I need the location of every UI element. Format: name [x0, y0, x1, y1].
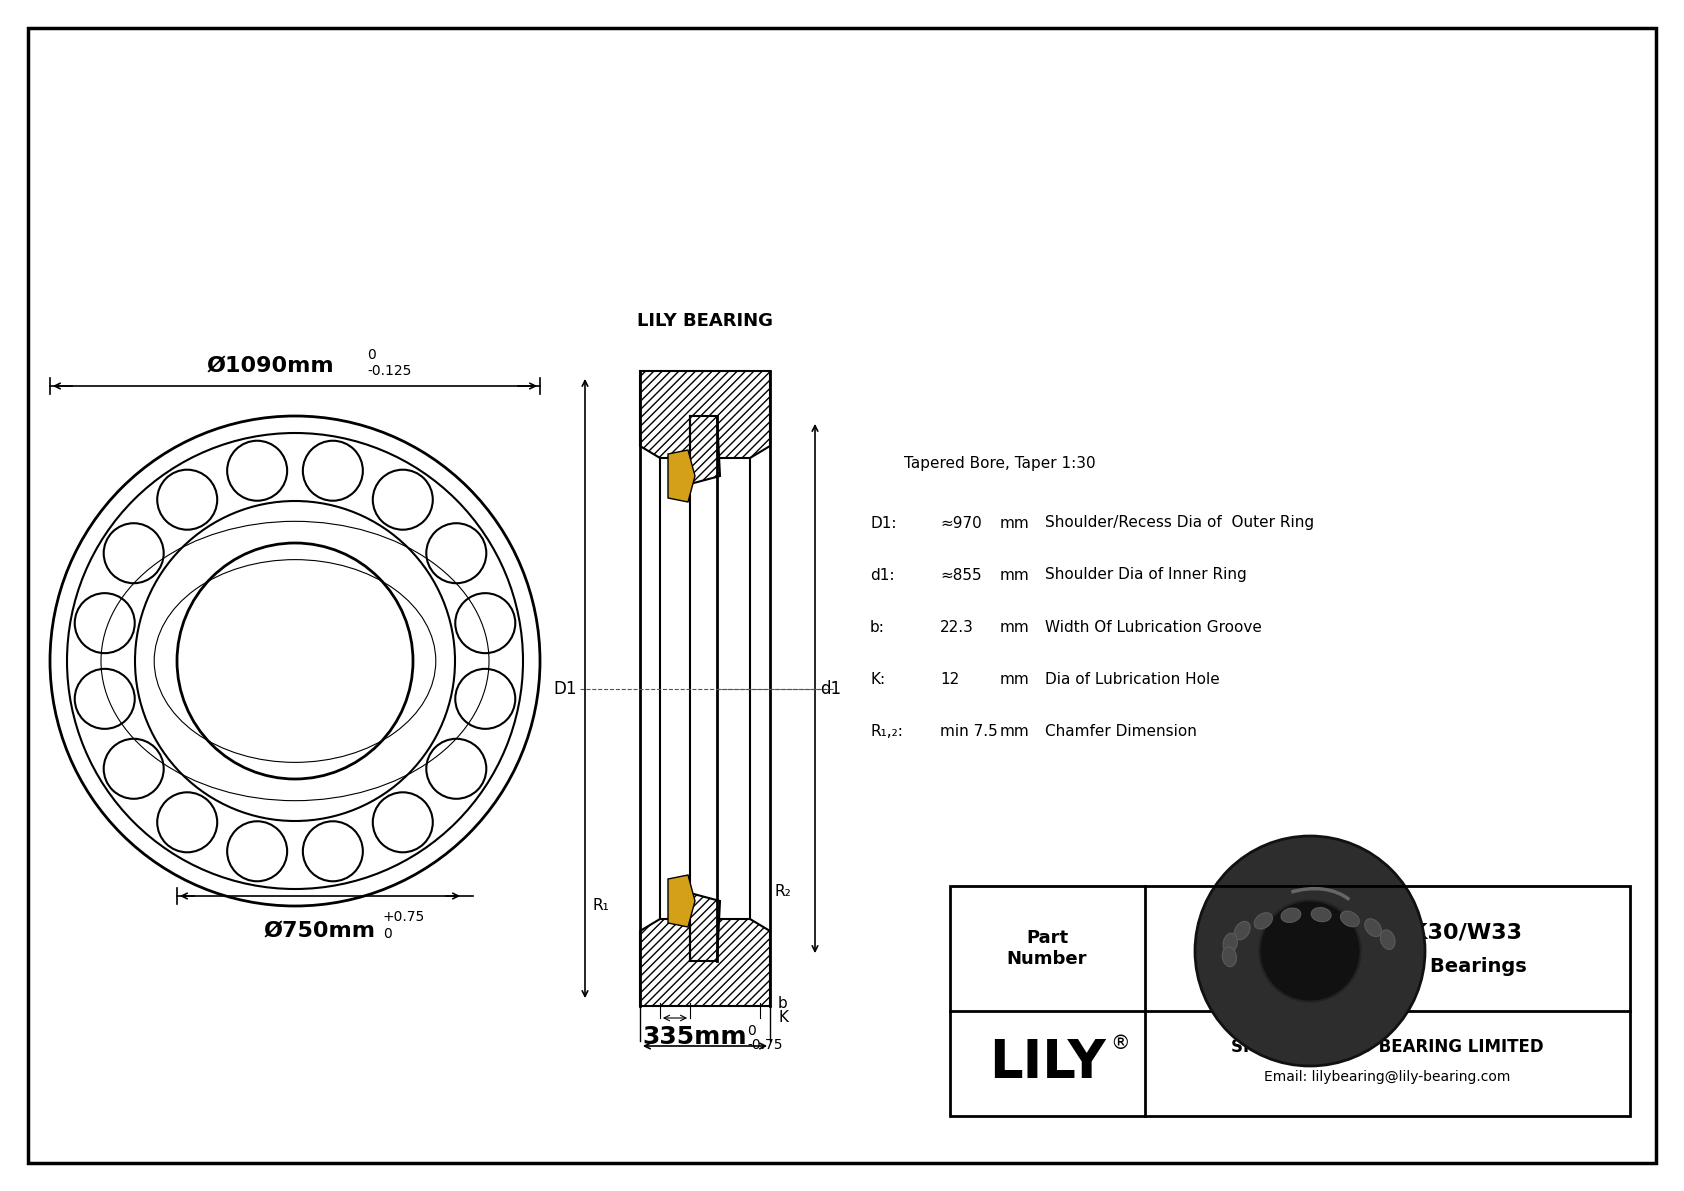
- Ellipse shape: [1255, 912, 1273, 929]
- Text: Spherical Roller Bearings: Spherical Roller Bearings: [1248, 958, 1526, 975]
- Text: R₁,₂:: R₁,₂:: [871, 723, 903, 738]
- Text: b: b: [778, 997, 788, 1011]
- Text: Email: lilybearing@lily-bearing.com: Email: lilybearing@lily-bearing.com: [1265, 1071, 1511, 1085]
- Polygon shape: [690, 893, 721, 961]
- Text: 22.3: 22.3: [940, 619, 973, 635]
- Text: Chamfer Dimension: Chamfer Dimension: [1046, 723, 1197, 738]
- Ellipse shape: [1282, 908, 1300, 923]
- Text: 0: 0: [748, 1024, 756, 1039]
- Polygon shape: [640, 372, 770, 459]
- Text: Width Of Lubrication Groove: Width Of Lubrication Groove: [1046, 619, 1261, 635]
- Polygon shape: [690, 416, 721, 484]
- Text: b:: b:: [871, 619, 884, 635]
- Text: Shoulder Dia of Inner Ring: Shoulder Dia of Inner Ring: [1046, 567, 1246, 582]
- Circle shape: [1260, 900, 1361, 1002]
- Text: 0: 0: [382, 927, 392, 941]
- Text: min 7.5: min 7.5: [940, 723, 997, 738]
- Text: Ø750mm: Ø750mm: [264, 921, 376, 941]
- Ellipse shape: [1223, 934, 1238, 953]
- Text: K:: K:: [871, 672, 886, 686]
- Text: D1: D1: [554, 680, 578, 698]
- Bar: [950, 886, 1630, 1116]
- Text: 12: 12: [940, 672, 960, 686]
- Text: mm: mm: [1000, 619, 1029, 635]
- Text: ≈970: ≈970: [940, 516, 982, 530]
- Text: ≈855: ≈855: [940, 567, 982, 582]
- Text: d1: d1: [820, 680, 840, 698]
- Text: SHANGHAI LILY BEARING LIMITED: SHANGHAI LILY BEARING LIMITED: [1231, 1039, 1544, 1056]
- Text: -0.75: -0.75: [748, 1039, 783, 1052]
- Polygon shape: [669, 450, 695, 501]
- Text: Dia of Lubrication Hole: Dia of Lubrication Hole: [1046, 672, 1219, 686]
- Text: -0.125: -0.125: [367, 364, 411, 378]
- Text: R₁: R₁: [593, 898, 608, 913]
- Text: mm: mm: [1000, 516, 1029, 530]
- Text: LILY: LILY: [989, 1037, 1105, 1090]
- Ellipse shape: [1340, 911, 1359, 927]
- Text: Part
Number: Part Number: [1007, 929, 1088, 968]
- Ellipse shape: [1381, 930, 1394, 949]
- Text: Shoulder/Recess Dia of  Outer Ring: Shoulder/Recess Dia of Outer Ring: [1046, 516, 1314, 530]
- Text: ®: ®: [1110, 1034, 1130, 1053]
- Ellipse shape: [1312, 908, 1330, 922]
- Text: R₂: R₂: [775, 884, 791, 898]
- Circle shape: [1196, 836, 1425, 1066]
- Text: D1:: D1:: [871, 516, 896, 530]
- Text: K: K: [778, 1010, 788, 1025]
- Text: 0: 0: [367, 348, 376, 362]
- Text: Ø1090mm: Ø1090mm: [205, 356, 333, 376]
- Ellipse shape: [1234, 922, 1250, 940]
- Text: 335mm: 335mm: [643, 1025, 748, 1049]
- Text: mm: mm: [1000, 672, 1029, 686]
- Text: d1:: d1:: [871, 567, 894, 582]
- Text: mm: mm: [1000, 723, 1029, 738]
- Ellipse shape: [1223, 947, 1236, 967]
- Ellipse shape: [1364, 918, 1381, 936]
- Text: Tapered Bore, Taper 1:30: Tapered Bore, Taper 1:30: [904, 456, 1096, 470]
- Text: 240/750 ECAK30/W33: 240/750 ECAK30/W33: [1253, 923, 1522, 942]
- Polygon shape: [669, 875, 695, 927]
- Text: +0.75: +0.75: [382, 910, 426, 924]
- Text: LILY BEARING: LILY BEARING: [637, 312, 773, 330]
- Text: mm: mm: [1000, 567, 1029, 582]
- Polygon shape: [640, 919, 770, 1006]
